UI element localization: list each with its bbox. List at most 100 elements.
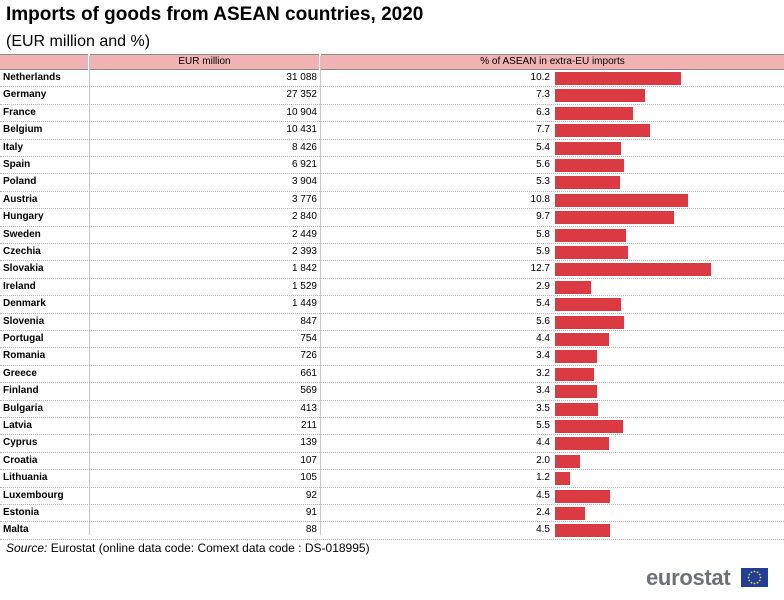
eur-million-value: 2 393 [291,246,317,257]
row-divider [0,434,784,436]
eur-million-value: 3 776 [291,193,317,205]
country-label: Czechia [3,246,41,257]
pct-bar [555,263,712,277]
eur-million-value: 413 [300,402,317,414]
pct-value-label: 4.5 [536,489,550,501]
eur-million-value: 27 352 [286,89,317,101]
table-row: Denmark 1 449 5.4 [0,296,784,314]
country-label: Cyprus [3,437,38,449]
eu-flag-icon [741,568,768,587]
eur-million-value: 10 904 [286,106,317,118]
header-country-column [0,54,88,70]
eur-million-value: 107 [300,454,317,466]
eur-million-value: 31 088 [286,72,317,83]
pct-value-label: 4.4 [536,333,550,344]
pct-value-label: 5.6 [536,315,550,327]
country-label: Slovakia [3,263,44,275]
table-row: Finland 569 3.4 [0,383,784,401]
flag-star [758,573,761,576]
eur-million-value: 88 [305,524,317,536]
country-label: Greece [3,367,37,379]
pct-value-label: 5.9 [536,246,550,257]
flag-star [756,581,759,584]
pct-bar [555,402,599,416]
country-label: Hungary [3,211,44,223]
country-label: Netherlands [3,72,61,83]
eur-million-value: 2 840 [291,211,317,223]
country-label: Luxembourg [3,489,64,501]
country-label: Latvia [3,420,32,431]
pct-value-label: 5.4 [536,141,550,153]
table-row: Cyprus 139 4.4 [0,435,784,453]
country-label: Estonia [3,507,40,518]
eur-million-value: 847 [300,315,317,327]
row-divider [0,173,784,175]
flag-star [756,571,759,574]
row-divider [0,503,784,505]
pct-value-label: 3.4 [536,385,550,397]
pct-bar [555,472,570,486]
country-label: Ireland [3,280,36,292]
pct-value-label: 2.9 [536,280,550,292]
pct-bar [555,106,633,120]
pct-bar [555,315,624,329]
eur-million-value: 3 904 [291,176,317,188]
row-divider [0,103,784,105]
country-label: Romania [3,350,46,362]
eur-million-value: 569 [300,385,317,397]
country-label: Lithuania [3,472,48,484]
chart-title: Imports of goods from ASEAN countries, 2… [6,4,424,25]
row-divider [0,260,784,262]
eur-million-value: 105 [300,472,317,484]
table-row: Sweden 2 449 5.8 [0,227,784,244]
pct-bar [555,437,610,451]
flag-star [748,579,751,582]
table-row: Latvia 211 5.5 [0,418,784,436]
row-divider [0,208,784,210]
source-note: Source: Eurostat (online data code: Come… [6,541,370,555]
header-eur-million: EUR million [90,54,319,70]
pct-value-label: 10.8 [530,193,550,205]
table-row: Netherlands 31 088 10.2 [0,70,784,88]
pct-value-label: 7.3 [536,89,550,101]
pct-bar [555,72,681,85]
country-label: Austria [3,193,38,205]
flag-star [759,576,762,579]
pct-value-label: 7.7 [536,124,550,136]
eur-million-value: 1 529 [291,280,317,292]
table-row: Italy 8 426 5.4 [0,140,784,157]
pct-bar [555,246,628,259]
pct-value-label: 4.4 [536,437,550,449]
pct-bar [555,454,580,468]
table-row: Czechia 2 393 5.9 [0,244,784,262]
row-divider [0,521,784,523]
row-divider [0,382,784,384]
pct-value-label: 5.8 [536,228,550,240]
eur-million-value: 6 921 [291,159,317,170]
pct-bar [555,141,622,155]
table-row: Germany 27 352 7.3 [0,87,784,105]
eur-million-value: 92 [305,489,317,501]
table-row: Belgium 10 431 7.7 [0,122,784,140]
country-label: Germany [3,89,47,101]
pct-bar [555,211,675,225]
table-row: Slovakia 1 842 12.7 [0,261,784,279]
flag-star [750,571,753,574]
pct-bar [555,350,597,364]
row-divider [0,451,784,453]
pct-value-label: 3.5 [536,402,550,414]
row-divider [0,242,784,244]
table-row: Ireland 1 529 2.9 [0,279,784,297]
table-row: Luxembourg 92 4.5 [0,488,784,505]
row-divider [0,538,784,540]
eur-million-value: 139 [300,437,317,449]
pct-value-label: 5.5 [536,420,550,431]
table-row: Croatia 107 2.0 [0,453,784,471]
row-divider [0,486,784,488]
pct-value-label: 6.3 [536,106,550,118]
pct-bar [555,298,622,312]
country-label: Malta [3,524,29,536]
table-row: France 10 904 6.3 [0,105,784,123]
pct-value-label: 3.4 [536,350,550,362]
pct-value-label: 5.3 [536,176,550,188]
